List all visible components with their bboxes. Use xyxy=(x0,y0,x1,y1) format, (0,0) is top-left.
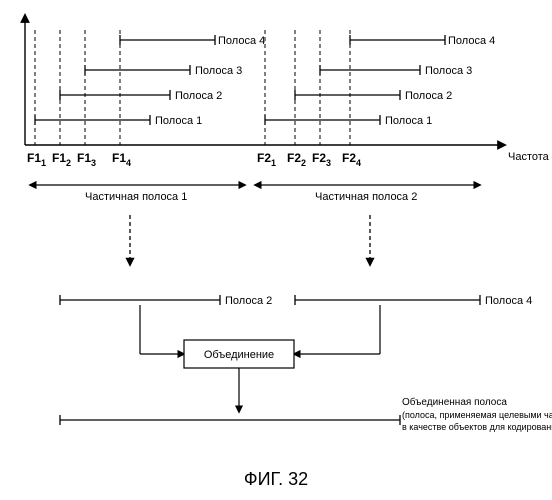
selected-right-label: Полоса 4 xyxy=(485,295,532,307)
tick-labels-1: F11 F12 F13 F14 xyxy=(27,151,131,168)
combined-band xyxy=(60,415,400,425)
svg-text:F22: F22 xyxy=(287,151,306,168)
x-axis-label: Частота xyxy=(508,151,550,163)
band2-label-g1: Полоса 2 xyxy=(175,90,222,102)
partial-bands: Частичная полоса 1 Частичная полоса 2 xyxy=(30,185,480,203)
svg-text:F11: F11 xyxy=(27,151,46,168)
tick-labels-2: F21 F22 F23 F24 xyxy=(257,151,361,168)
svg-text:F21: F21 xyxy=(257,151,276,168)
band1-label-g1: Полоса 1 xyxy=(155,115,202,127)
band1-label-g2: Полоса 1 xyxy=(385,115,432,127)
ticks-group-2 xyxy=(265,30,350,145)
svg-text:F14: F14 xyxy=(112,151,131,168)
band4-label-g1: Полоса 4 xyxy=(218,35,265,47)
partial-2-label: Частичная полоса 2 xyxy=(315,191,417,203)
partial-1-label: Частичная полоса 1 xyxy=(85,191,187,203)
bands-group-1: Полоса 1 Полоса 2 Полоса 3 Полоса 4 xyxy=(35,35,265,127)
band2-label-g2: Полоса 2 xyxy=(405,90,452,102)
selected-bands: Полоса 2 Полоса 4 xyxy=(60,295,532,307)
band3-label-g2: Полоса 3 xyxy=(425,65,472,77)
combined-label-3: в качестве объектов для кодирования) xyxy=(402,422,552,432)
dashed-arrows xyxy=(130,215,370,265)
combined-label-2: (полоса, применяемая целевыми частотами xyxy=(402,410,552,420)
ticks-group-1 xyxy=(35,30,120,145)
svg-text:F24: F24 xyxy=(342,151,361,168)
merge-box-label: Объединение xyxy=(204,349,274,361)
selected-left-label: Полоса 2 xyxy=(225,295,272,307)
figure-label: ФИГ. 32 xyxy=(244,469,308,489)
band4-label-g2: Полоса 4 xyxy=(448,35,495,47)
bands-group-2: Полоса 1 Полоса 2 Полоса 3 Полоса 4 xyxy=(265,35,495,127)
svg-text:F13: F13 xyxy=(77,151,96,168)
svg-text:F12: F12 xyxy=(52,151,71,168)
svg-text:F23: F23 xyxy=(312,151,331,168)
band3-label-g1: Полоса 3 xyxy=(195,65,242,77)
merge-box: Объединение xyxy=(184,340,294,368)
combined-label-1: Объединенная полоса xyxy=(402,396,507,408)
